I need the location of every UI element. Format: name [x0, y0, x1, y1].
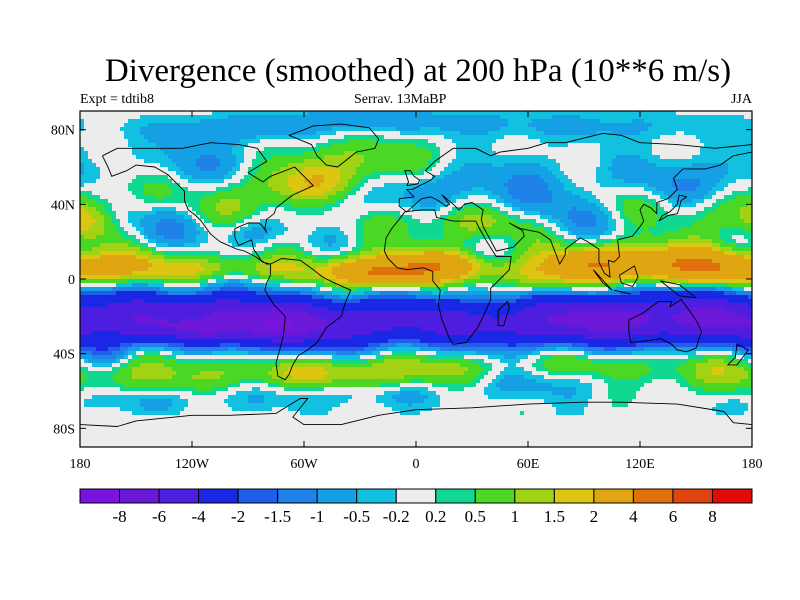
colorbar-swatch: [711, 488, 753, 504]
colorbar-label: -0.2: [383, 507, 410, 526]
lon-tick-label: 60E: [517, 457, 540, 472]
divergence-field: [80, 111, 752, 447]
colorbar-label: -6: [152, 507, 166, 526]
coastline-segment: [398, 132, 752, 278]
colorbar-swatch: [119, 488, 160, 504]
coastline-segment: [101, 142, 314, 265]
coastline-segment: [497, 300, 510, 327]
coastlines: [80, 123, 752, 427]
lat-tick-label: 40S: [53, 348, 75, 363]
coastline-segment: [80, 398, 752, 427]
colorbar-label: -1: [310, 507, 324, 526]
axis-ticks: 80N 40N 0 40S 80S 180 120W 60W 0 60E 120E 180: [51, 111, 763, 472]
coastline-segment: [628, 299, 703, 353]
colorbar-swatch: [198, 488, 239, 504]
colorbar-label: 0.2: [425, 507, 446, 526]
lat-tick-label: 80N: [51, 124, 75, 139]
colorbar-swatch: [632, 488, 674, 504]
lat-tick-label: 0: [68, 273, 75, 288]
lon-tick-label: 180: [70, 457, 91, 472]
coastline-segment: [660, 280, 697, 299]
colorbar-label: 4: [629, 507, 638, 526]
colorbar-label: 1.5: [544, 507, 565, 526]
colorbar-swatch: [672, 488, 713, 504]
colorbar-label: 0.5: [465, 507, 486, 526]
map-title: Divergence (smoothed) at 200 hPa (10**6 …: [104, 53, 732, 89]
coastline-segment: [727, 343, 749, 366]
lon-tick-label: 0: [413, 457, 420, 472]
lon-tick-label: 60W: [290, 457, 318, 472]
colorbar-label: -1.5: [264, 507, 291, 526]
lon-tick-label: 180: [742, 457, 763, 472]
colorbar-label: -8: [112, 507, 126, 526]
colorbar-label: -0.5: [343, 507, 370, 526]
experiment-label: Expt = tdtib8: [80, 92, 155, 107]
colorbar-swatch: [277, 488, 318, 504]
colorbar-swatch: [435, 488, 476, 504]
coastline-segment: [288, 123, 380, 168]
colorbar-swatch: [553, 488, 595, 504]
colorbar-label: 6: [669, 507, 678, 526]
coastline-segment: [619, 265, 639, 287]
colorbar-label: 8: [708, 507, 717, 526]
coastline-segment: [658, 194, 688, 222]
colorbar-swatch: [316, 488, 358, 504]
colorbar-legend: -8 -6 -4 -2 -1.5 -1 -0.5 -0.2 0.2 0.5 1 1.5 2 4 6 8: [79, 488, 753, 526]
coastline-segment: [264, 258, 352, 381]
colorbar-swatch: [79, 488, 121, 504]
colorbar-swatch: [158, 488, 200, 504]
colorbar-swatch: [474, 488, 516, 504]
coastline-segment: [404, 170, 421, 187]
lat-tick-label: 80S: [53, 422, 75, 437]
lon-tick-label: 120W: [175, 457, 210, 472]
colorbar-swatch: [593, 488, 634, 504]
colorbar-swatch: [395, 488, 437, 504]
period-label: Serrav. 13MaBP: [354, 92, 447, 107]
coastline-segment: [592, 269, 613, 291]
colorbar-label: -4: [192, 507, 207, 526]
season-label: JJA: [730, 92, 752, 107]
lat-tick-label: 40N: [51, 198, 75, 213]
colorbar-swatch: [514, 488, 555, 504]
colorbar-swatch: [356, 488, 397, 504]
colorbar-label: 1: [511, 507, 520, 526]
colorbar-swatch: [237, 488, 279, 504]
colorbar-label: 2: [590, 507, 599, 526]
coastline-segment: [383, 209, 512, 345]
coastline-segment: [613, 289, 632, 295]
lon-tick-label: 120E: [625, 457, 655, 472]
colorbar-label: -2: [231, 507, 245, 526]
